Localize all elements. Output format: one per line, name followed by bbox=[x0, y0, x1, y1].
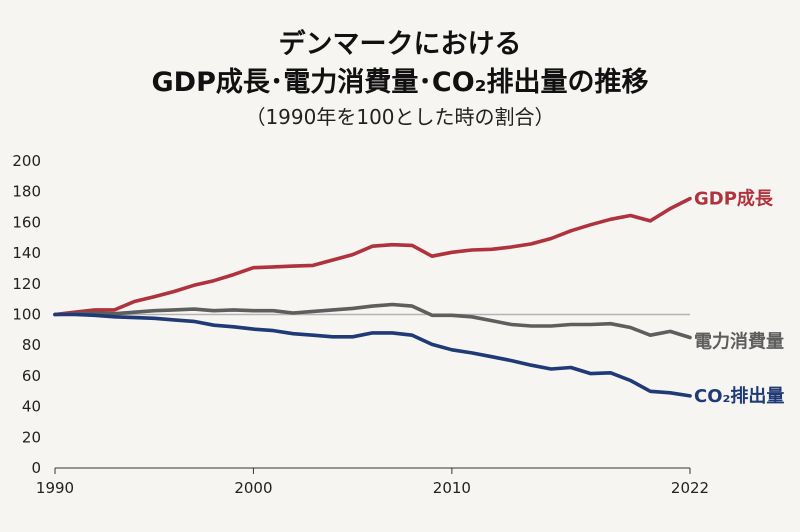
x-tick-label: 1990 bbox=[36, 479, 74, 497]
series-end-label: 電力消費量 bbox=[694, 331, 784, 353]
y-tick-label: 140 bbox=[12, 244, 41, 262]
series-end-label: CO₂排出量 bbox=[694, 385, 784, 407]
y-tick-label: 100 bbox=[12, 306, 41, 324]
series-end-label: GDP成長 bbox=[694, 188, 774, 210]
y-tick-label: 120 bbox=[12, 275, 41, 293]
series-line bbox=[53, 196, 692, 317]
series-line bbox=[53, 312, 692, 398]
y-tick-label: 20 bbox=[22, 428, 41, 446]
chart-subtitle: （1990年を100とした時の割合） bbox=[245, 105, 555, 129]
y-tick-label: 0 bbox=[31, 459, 41, 477]
series-line bbox=[53, 302, 692, 340]
y-tick-label: 160 bbox=[12, 213, 41, 231]
y-tick-label: 80 bbox=[22, 336, 41, 354]
y-tick-label: 180 bbox=[12, 183, 41, 201]
chart-title-line-1: デンマークにおける bbox=[278, 29, 522, 60]
chart-title-line-2: GDP成長･電力消費量･CO₂排出量の推移 bbox=[151, 67, 649, 98]
y-tick-label: 200 bbox=[12, 152, 41, 170]
y-tick-label: 40 bbox=[22, 398, 41, 416]
x-tick-label: 2010 bbox=[433, 479, 471, 497]
y-tick-label: 60 bbox=[22, 367, 41, 385]
x-tick-label: 2000 bbox=[234, 479, 272, 497]
x-tick-label: 2022 bbox=[671, 479, 709, 497]
